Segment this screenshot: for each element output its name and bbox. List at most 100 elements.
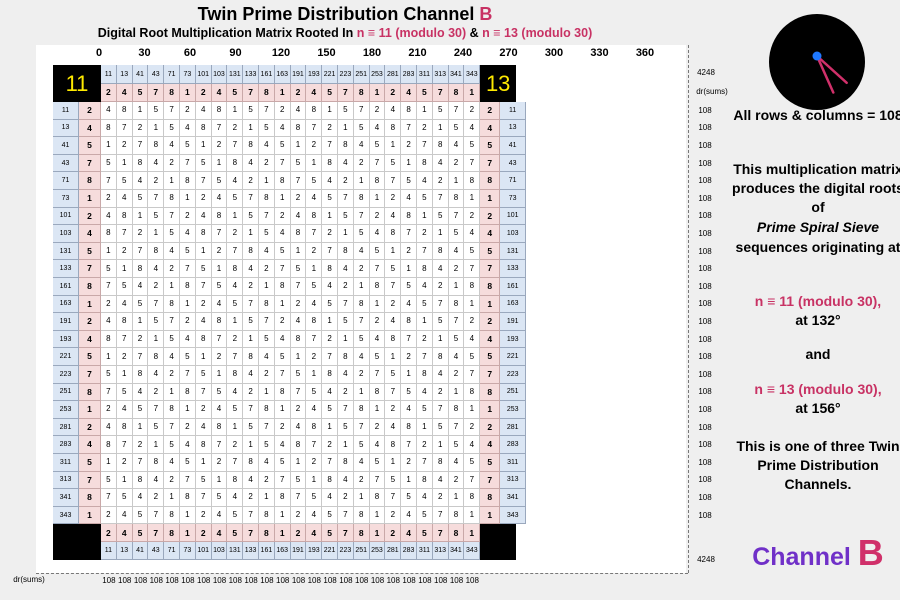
row-sum: 108 — [698, 105, 712, 115]
matrix-cell: 2 — [464, 102, 481, 120]
matrix-cell: 1 — [101, 242, 117, 261]
matrix-cell: 1 — [432, 225, 449, 243]
matrix-cell: 4 — [290, 313, 307, 331]
matrix-cell: 2 — [195, 295, 212, 314]
matrix-cell: 2 — [338, 172, 354, 190]
matrix-cell: 4 — [180, 330, 196, 349]
matrix-cell: 5 — [148, 313, 165, 331]
matrix-cell: 4 — [259, 137, 275, 155]
matrix-cell: 2 — [338, 489, 354, 507]
row-sum: 108 — [698, 387, 712, 397]
matrix-cell: 8 — [132, 471, 149, 490]
matrix-cell: 5 — [243, 418, 259, 437]
row-sum: 108 — [698, 440, 712, 450]
row-header-number: 13 — [53, 119, 79, 138]
matrix-cell: 2 — [132, 225, 149, 243]
matrix-cell: 8 — [464, 489, 481, 507]
matrix-cell: 2 — [322, 330, 338, 349]
row-trailer-root: 4 — [480, 436, 501, 454]
matrix-cell: 2 — [164, 471, 180, 490]
matrix-cell: 7 — [243, 401, 259, 419]
column-header-root: 7 — [432, 84, 449, 102]
matrix-cell: 1 — [101, 454, 117, 472]
matrix-cell: 1 — [164, 383, 180, 402]
footer-number: 13 — [116, 542, 133, 561]
matrix-cell: 7 — [432, 190, 449, 208]
dr-sums-label-right: dr(sums) — [696, 87, 728, 96]
matrix-cell: 5 — [385, 366, 402, 384]
matrix-cell: 4 — [306, 401, 323, 419]
footer-root: 8 — [353, 524, 370, 543]
page-subtitle: Digital Root Multiplication Matrix Roote… — [0, 26, 690, 40]
matrix-cell: 1 — [401, 366, 417, 384]
clock-hand-13 — [815, 54, 835, 94]
row-header-root: 5 — [79, 454, 101, 472]
matrix-cell: 5 — [227, 401, 244, 419]
matrix-cell: 4 — [306, 506, 323, 525]
matrix-cell: 7 — [432, 506, 449, 525]
matrix-cell: 5 — [195, 154, 212, 173]
matrix-cell: 5 — [369, 242, 386, 261]
matrix-cell: 4 — [259, 242, 275, 261]
matrix-cell: 5 — [448, 330, 465, 349]
row-header-root: 5 — [79, 242, 101, 261]
matrix-cell: 7 — [132, 454, 149, 472]
footer-root: 2 — [290, 524, 307, 543]
matrix-cell: 4 — [148, 154, 165, 173]
matrix-cell: 4 — [306, 295, 323, 314]
matrix-cell: 4 — [353, 348, 370, 366]
matrix-cell: 4 — [243, 154, 259, 173]
row-trailer-number: 223 — [500, 366, 527, 384]
side-rows-cols: All rows & columns = 108 — [733, 107, 900, 123]
matrix-cell: 4 — [432, 154, 449, 173]
matrix-cell: 2 — [164, 260, 180, 278]
footer-root: 8 — [259, 524, 275, 543]
matrix-cell: 1 — [180, 506, 196, 525]
matrix-cell: 7 — [101, 278, 117, 296]
row-sum: 108 — [698, 457, 712, 467]
matrix-cell: 2 — [401, 137, 417, 155]
row-trailer-number: 161 — [500, 278, 527, 296]
row-trailer-root: 7 — [480, 154, 501, 173]
row-trailer-root: 2 — [480, 313, 501, 331]
footer-root: 1 — [464, 524, 481, 543]
side-description: This multiplication matrix produces the … — [732, 161, 900, 215]
row-trailer-root: 2 — [480, 102, 501, 120]
matrix-cell: 7 — [116, 225, 133, 243]
row-trailer-root: 8 — [480, 278, 501, 296]
matrix-cell: 8 — [417, 366, 433, 384]
matrix-cell: 8 — [290, 436, 307, 454]
degree-label: 240 — [453, 46, 473, 59]
side-and: and — [805, 346, 831, 362]
matrix-cell: 5 — [274, 348, 291, 366]
matrix-cell: 2 — [101, 190, 117, 208]
matrix-cell: 5 — [417, 506, 433, 525]
matrix-cell: 7 — [132, 137, 149, 155]
matrix-cell: 8 — [148, 348, 165, 366]
matrix-cell: 4 — [148, 260, 165, 278]
footer-root: 5 — [227, 524, 244, 543]
matrix-cell: 4 — [101, 418, 117, 437]
row-trailer-number: 311 — [500, 454, 527, 472]
row-header-root: 1 — [79, 190, 101, 208]
matrix-cell: 1 — [148, 225, 165, 243]
row-sum: 108 — [698, 123, 712, 133]
degree-label: 0 — [95, 46, 103, 59]
matrix-cell: 5 — [353, 225, 370, 243]
matrix-cell: 1 — [432, 119, 449, 138]
matrix-cell: 7 — [432, 295, 449, 314]
column-sum: 108 — [133, 575, 148, 585]
matrix-cell: 4 — [353, 242, 370, 261]
matrix-cell: 1 — [274, 401, 291, 419]
degree-label: 210 — [408, 46, 427, 59]
footer-number: 133 — [243, 542, 259, 561]
dr-sums-label-bottom: dr(sums) — [13, 575, 45, 584]
matrix-cell: 1 — [464, 190, 481, 208]
footer-number: 163 — [274, 542, 291, 561]
matrix-cell: 5 — [195, 471, 212, 490]
matrix-cell: 7 — [401, 225, 417, 243]
matrix-cell: 7 — [369, 154, 386, 173]
footer-number: 193 — [306, 542, 323, 561]
matrix-cell: 5 — [432, 207, 449, 226]
